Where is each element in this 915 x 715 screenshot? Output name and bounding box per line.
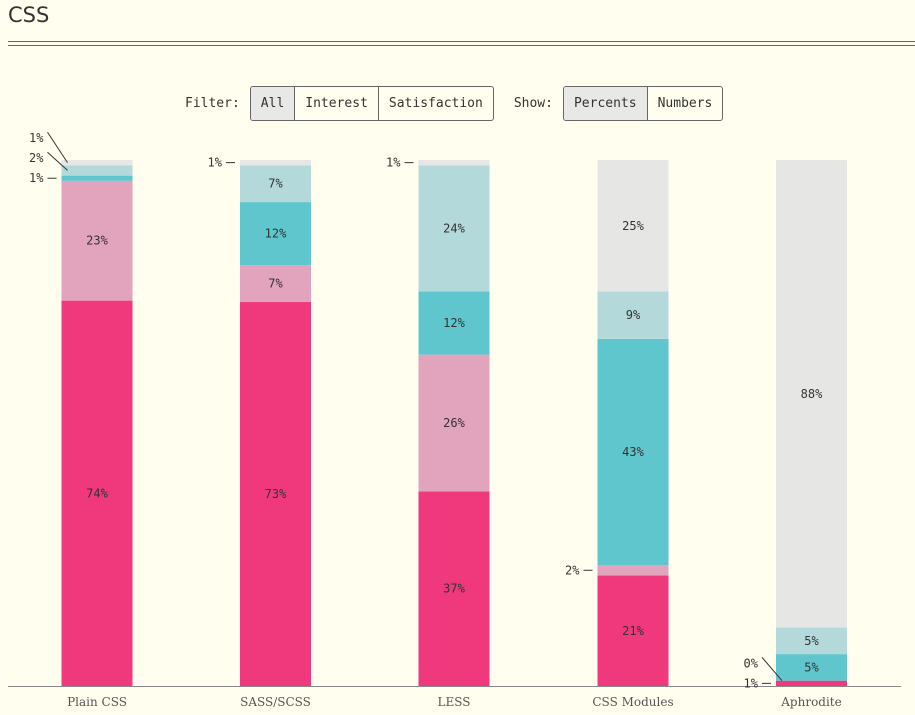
bar-segment [240,160,311,166]
leader-line [47,131,68,163]
bar-segment [776,627,847,655]
chart-controls: Filter: All Interest Satisfaction Show: … [185,86,724,121]
x-tick-label: CSS Modules [592,695,673,709]
bar-segment [240,202,311,266]
bar-segment [61,175,133,181]
bar-segment [418,291,490,355]
x-tick-label: SASS/SCSS [240,695,311,709]
bar-value-label: 2% [29,151,44,165]
bar-value-label: 73% [265,487,287,501]
bar-value-label: 88% [801,387,823,401]
bar-segment [418,354,490,492]
bar-value-label: 37% [443,582,465,596]
filter-button-group: All Interest Satisfaction [249,86,494,121]
filter-satisfaction-button[interactable]: Satisfaction [388,96,483,111]
bar-value-label: 12% [443,316,465,330]
bar-value-label: 7% [268,277,283,291]
bar-segment [597,160,669,292]
bar-value-label: 26% [443,416,465,430]
bar-value-label: 1% [208,156,223,170]
leader-line [47,151,68,171]
bar-segment [240,265,311,303]
title-divider [8,45,915,46]
bar-segment [597,565,669,576]
bar-segment [61,300,133,686]
bar-value-label: 2% [565,563,580,577]
bar-segment [776,680,847,686]
bar-segment [776,654,847,681]
show-numbers-button[interactable]: Numbers [657,96,713,111]
x-tick-label: LESS [438,695,471,709]
page-title: CSS [8,3,50,27]
bar-value-label: 7% [268,177,283,191]
bar-value-label: 1% [29,131,44,145]
x-tick-label: Plain CSS [67,695,127,709]
bar-segment [418,165,490,292]
leader-line [761,657,783,682]
filter-label: Filter: [185,96,240,111]
filter-all-button[interactable]: All [250,87,296,120]
bar-segment [61,160,133,166]
bar-segment [776,160,847,628]
bar-value-label: 1% [29,171,44,185]
bar-value-label: 1% [744,676,759,690]
bar-value-label: 25% [622,219,644,233]
bar-value-label: 43% [622,445,644,459]
bar-segment [240,165,311,203]
bar-value-label: 5% [804,634,819,648]
bar-value-label: 5% [804,660,819,674]
bar-segment [61,180,133,301]
bar-segment [597,291,669,339]
bar-segment [597,575,669,686]
bar-segment [240,302,311,686]
bar-value-label: 24% [443,221,465,235]
bar-segment [418,160,490,166]
bar-value-label: 74% [86,486,108,500]
show-label: Show: [513,96,553,111]
filter-interest-button[interactable]: Interest [295,87,379,120]
title-divider [8,41,915,42]
bar-value-label: 0% [744,656,759,670]
bar-value-label: 12% [265,227,287,241]
bar-segment [418,491,490,686]
show-button-group: Percents Numbers [562,86,724,121]
bar-segment [61,165,133,176]
bar-segment [597,338,669,566]
x-tick-label: Aphrodite [780,695,841,709]
bar-value-label: 9% [626,308,641,322]
bar-value-label: 21% [622,624,644,638]
bar-value-label: 23% [86,234,108,248]
show-percents-button[interactable]: Percents [563,87,648,120]
bar-value-label: 1% [386,156,401,170]
